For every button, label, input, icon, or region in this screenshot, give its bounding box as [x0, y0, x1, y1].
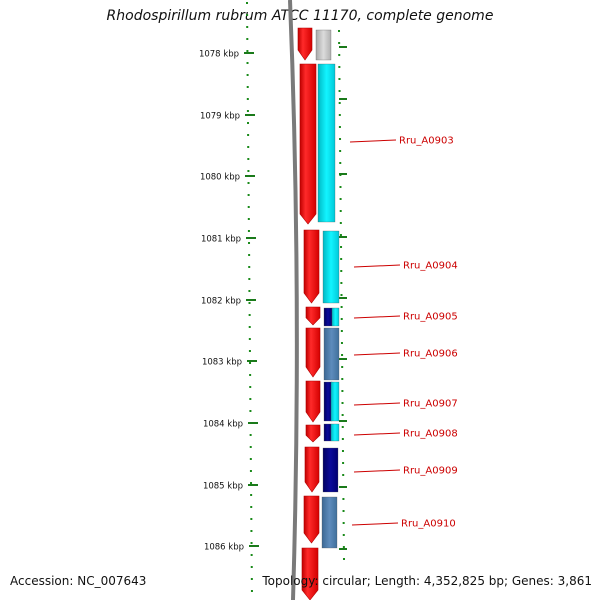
gene-label-leader: [353, 432, 401, 436]
scale-tick-label: 1086 kbp: [204, 543, 244, 553]
scale-tick-label: 1081 kbp: [201, 235, 241, 245]
gene-label-leader: [353, 264, 401, 268]
scale-tick-label: 1083 kbp: [202, 358, 242, 368]
genome-backbone: [288, 0, 299, 600]
reverse-cds-block[interactable]: [317, 63, 336, 223]
gene-label[interactable]: Rru_A0907: [403, 399, 458, 410]
topology-text: Topology: circular; Length: 4,352,825 bp…: [262, 574, 592, 588]
reverse-cds-block[interactable]: [323, 307, 333, 327]
reverse-cds-block[interactable]: [315, 29, 332, 61]
feature-dotted-guide: [338, 29, 345, 561]
reverse-cds-block[interactable]: [322, 447, 339, 493]
gene-label-leader: [349, 139, 397, 143]
forward-cds-arrow[interactable]: [305, 306, 321, 326]
gene-label[interactable]: Rru_A0905: [403, 312, 458, 323]
reverse-cds-block[interactable]: [322, 230, 340, 304]
forward-cds-arrow[interactable]: [299, 63, 317, 225]
forward-cds-arrow[interactable]: [297, 27, 313, 61]
gene-label[interactable]: Rru_A0909: [403, 466, 458, 477]
forward-cds-arrow[interactable]: [304, 446, 320, 493]
scale-tick-label: 1078 kbp: [199, 50, 239, 60]
forward-cds-arrow[interactable]: [303, 229, 320, 304]
reverse-cds-block[interactable]: [323, 327, 340, 381]
forward-cds-arrow[interactable]: [301, 547, 319, 600]
gene-label[interactable]: Rru_A0906: [403, 349, 458, 360]
gene-label-leader: [353, 315, 401, 319]
reverse-cds-block[interactable]: [331, 307, 340, 327]
gene-label[interactable]: Rru_A0910: [401, 519, 456, 530]
reverse-cds-block[interactable]: [323, 381, 333, 422]
gene-label[interactable]: Rru_A0903: [399, 136, 454, 147]
gene-label-leader: [353, 402, 401, 406]
gene-label-leader: [353, 352, 401, 356]
scale-tick-label: 1084 kbp: [203, 420, 243, 430]
accession-text: Accession: NC_007643: [10, 574, 147, 588]
reverse-cds-block[interactable]: [323, 423, 332, 442]
gene-label[interactable]: Rru_A0904: [403, 261, 458, 272]
forward-cds-arrow[interactable]: [303, 495, 320, 544]
scale-tick-label: 1080 kbp: [200, 173, 240, 183]
forward-cds-arrow[interactable]: [305, 327, 321, 378]
reverse-cds-block[interactable]: [321, 496, 338, 549]
scale-tick-label: 1082 kbp: [201, 297, 241, 307]
reverse-cds-block[interactable]: [330, 381, 340, 422]
gene-label-leader: [351, 522, 399, 526]
reverse-cds-block[interactable]: [330, 423, 340, 442]
map-title: Rhodospirillum rubrum ATCC 11170, comple…: [106, 8, 494, 24]
scale-tick-label: 1085 kbp: [203, 482, 243, 492]
forward-cds-arrow[interactable]: [305, 424, 321, 443]
gene-label[interactable]: Rru_A0908: [403, 429, 458, 440]
gene-label-leader: [353, 469, 401, 473]
scale-tick-label: 1079 kbp: [200, 112, 240, 122]
forward-cds-arrow[interactable]: [305, 380, 321, 423]
